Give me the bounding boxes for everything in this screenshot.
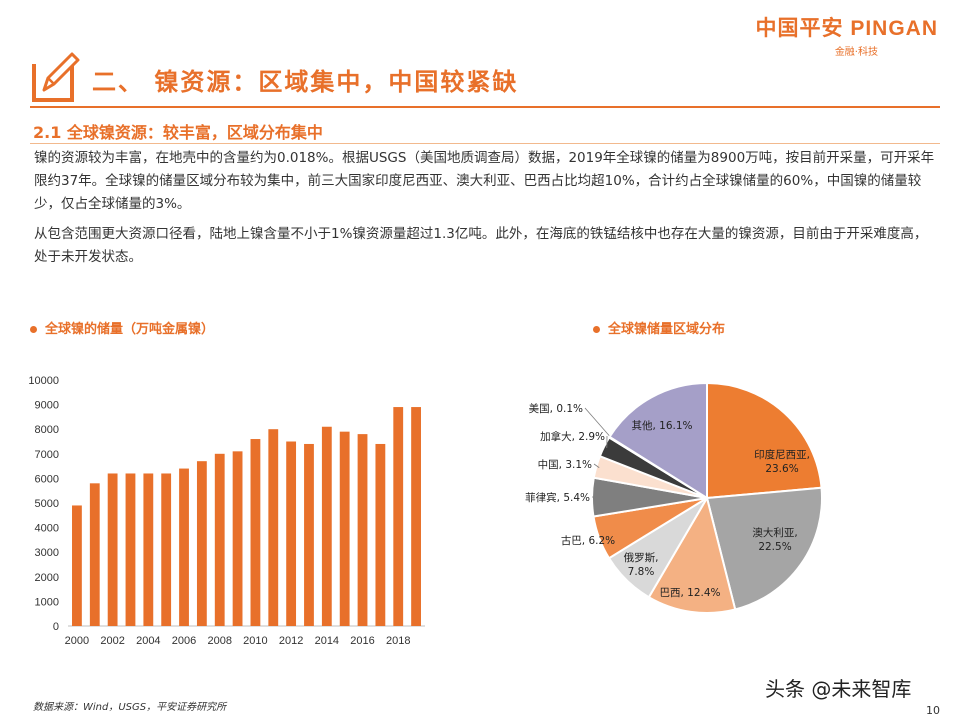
x-tick-label: 2014 [315,635,339,647]
nickel-reserves-bar-chart: 0 1000 2000 3000 4000 5000 6000 7000 8000 9000 100… [28,375,425,647]
bar-2003 [125,473,136,626]
x-tick-label: 2008 [207,635,231,647]
data-source: 数据来源：Wind，USGS，平安证券研究所 [33,702,227,713]
x-tick-label: 2012 [279,635,303,647]
bar-2019 [411,407,421,626]
x-tick-label: 2006 [172,635,196,647]
y-tick-label: 1000 [35,596,59,608]
y-tick-label: 8000 [35,424,59,436]
bar-2004 [143,473,154,626]
y-tick-label: 5000 [35,498,59,510]
pie-slice [608,381,708,500]
pie-label-name: 其他, 16.1% [631,419,692,432]
bar-2015 [339,431,350,626]
bar-2006 [179,468,189,626]
bar-2010 [250,439,261,626]
pie-slice [706,381,823,500]
bar-2018 [393,407,404,626]
pie-slice [705,486,823,611]
x-tick-label: 2002 [100,635,124,647]
paragraph-reserves: 镍的资源较为丰富，在地壳中的含量约为0.018%。根据USGS（美国地质调查局）… [34,150,935,212]
bar-2000 [72,505,82,626]
bar-2013 [304,443,314,626]
y-tick-label: 10000 [28,375,59,387]
pie-label: 加拿大, 2.9% [540,430,605,443]
nickel-distribution-pie-chart: 印度尼西亚, 23.6% 澳大利亚, 22.5% 巴西, 12.4% 俄罗斯, 7.8% 古巴… [525,381,823,614]
watermark: 头条 @未来智库 [765,677,912,701]
pie-label-name: 古巴, 6.2% [561,534,615,547]
pie-label: 中国, 3.1% [538,458,592,471]
y-tick-label: 6000 [35,473,59,485]
pie-label: 其他, 16.1% [631,419,692,432]
subsection-title: 2.1 全球镍资源：较丰富，区域分布集中 [33,123,323,142]
bullet-dot-icon [593,326,600,333]
bar-2007 [196,461,207,626]
pie-label: 印度尼西亚, 23.6% [754,448,810,475]
pie-label: 古巴, 6.2% [561,534,615,547]
pie-label: 美国, 0.1% [529,402,583,415]
pie-label: 澳大利亚, 22.5% [752,526,797,553]
bar-2014 [321,426,332,626]
pie-label-name: 俄罗斯, [624,551,659,564]
y-tick-label: 0 [53,621,59,633]
logo-text: 中国平安 PINGAN [755,17,938,40]
y-tick-label: 2000 [35,572,59,584]
bar-chart-title-text: 全球镍的储量（万吨金属镍） [45,322,215,337]
subtitle-divider [30,143,940,144]
y-tick-label: 4000 [35,523,59,535]
bar-2002 [107,473,118,626]
x-tick-label: 2016 [350,635,374,647]
y-tick-label: 7000 [35,449,59,461]
pie-label-name: 印度尼西亚, [754,448,810,461]
x-tick-label: 2004 [136,635,160,647]
y-tick-label: 3000 [35,547,59,559]
pie-chart-title: 全球镍储量区域分布 [593,318,725,337]
pie-slice [647,495,737,614]
bullet-dot-icon [30,326,37,333]
page-number: 10 [926,704,940,717]
bar-2016 [357,434,368,626]
section-title: 二、 镍资源：区域集中，中国较紧缺 [92,68,519,96]
logo-subtext: 金融·科技 [834,47,878,58]
x-tick-label: 2018 [386,635,410,647]
pie-label: 菲律宾, 5.4% [525,491,590,504]
bar-2017 [375,443,386,626]
pie-label-pct: 23.6% [765,463,798,475]
pie-label: 俄罗斯, 7.8% [624,551,659,578]
pie-chart-title-text: 全球镍储量区域分布 [608,322,726,337]
pie-label-name: 巴西, 12.4% [659,587,720,599]
bar-2009 [232,451,243,626]
pie-leader-line [593,463,600,468]
pie-label-pct: 22.5% [758,541,791,553]
x-tick-label: 2010 [243,635,267,647]
bar-2008 [214,453,225,626]
y-tick-label: 9000 [35,400,59,412]
title-divider [30,106,940,108]
x-tick-label: 2000 [65,635,89,647]
bar-2005 [161,473,172,626]
pie-label: 巴西, 12.4% [659,587,720,599]
bar-chart-title: 全球镍的储量（万吨金属镍） [30,318,214,337]
pie-leader-line [584,407,613,440]
pencil-icon [30,52,80,102]
bar-2012 [286,441,297,626]
pie-label-pct: 7.8% [628,566,655,578]
bar-2001 [89,483,100,626]
bar-2011 [268,429,279,626]
paragraph-resources: 从包含范围更大资源口径看，陆地上镍含量不小于1%镍资源量超过1.3亿吨。此外，在… [34,226,928,265]
pingan-logo: 中国平安 PINGAN 金融·科技 [755,12,938,58]
pie-label-name: 澳大利亚, [752,526,797,539]
